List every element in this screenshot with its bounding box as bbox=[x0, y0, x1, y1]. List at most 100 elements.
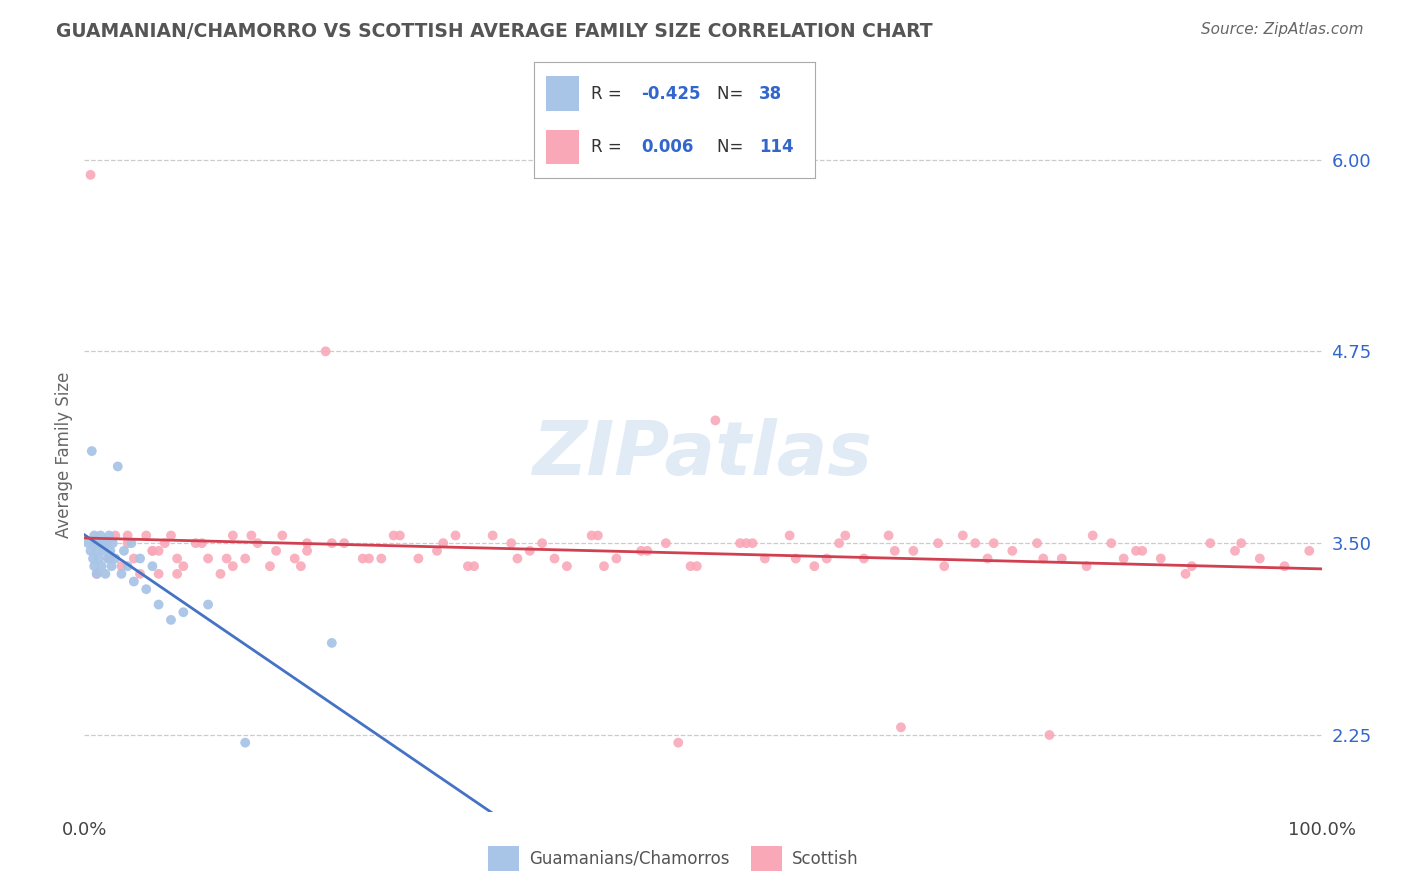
Point bbox=[408, 551, 430, 566]
Point bbox=[754, 551, 776, 566]
Point bbox=[209, 566, 232, 581]
Point bbox=[426, 544, 449, 558]
Point bbox=[333, 536, 356, 550]
Point bbox=[834, 528, 856, 542]
Point bbox=[704, 413, 727, 427]
Point bbox=[233, 736, 256, 750]
Point bbox=[77, 536, 100, 550]
Point bbox=[166, 566, 188, 581]
Y-axis label: Average Family Size: Average Family Size bbox=[55, 372, 73, 538]
Point bbox=[222, 528, 245, 542]
Text: 114: 114 bbox=[759, 138, 794, 156]
Point bbox=[104, 528, 127, 542]
Point bbox=[98, 528, 121, 542]
Point bbox=[815, 551, 838, 566]
Point bbox=[284, 551, 307, 566]
Text: R =: R = bbox=[591, 138, 627, 156]
Point bbox=[1274, 559, 1296, 574]
Point bbox=[432, 536, 454, 550]
Point bbox=[1026, 536, 1049, 550]
Text: 38: 38 bbox=[759, 85, 782, 103]
Point bbox=[148, 598, 170, 612]
Text: -0.425: -0.425 bbox=[641, 85, 700, 103]
Point bbox=[877, 528, 900, 542]
Point bbox=[290, 559, 312, 574]
Point bbox=[655, 536, 678, 550]
Point bbox=[1298, 544, 1320, 558]
Point bbox=[96, 536, 118, 550]
Point bbox=[1099, 536, 1122, 550]
Point bbox=[605, 551, 627, 566]
Point bbox=[927, 536, 949, 550]
Bar bbox=[546, 129, 579, 164]
Point bbox=[976, 551, 998, 566]
Point bbox=[89, 528, 111, 542]
Point bbox=[86, 566, 108, 581]
Point bbox=[129, 566, 152, 581]
Point bbox=[370, 551, 392, 566]
Point bbox=[122, 551, 145, 566]
Point bbox=[1038, 728, 1060, 742]
Bar bbox=[546, 77, 579, 112]
Text: GUAMANIAN/CHAMORRO VS SCOTTISH AVERAGE FAMILY SIZE CORRELATION CHART: GUAMANIAN/CHAMORRO VS SCOTTISH AVERAGE F… bbox=[56, 22, 932, 41]
Point bbox=[983, 536, 1005, 550]
Point bbox=[98, 551, 121, 566]
Point bbox=[122, 574, 145, 589]
Point bbox=[100, 559, 122, 574]
Point bbox=[197, 598, 219, 612]
Point bbox=[89, 551, 111, 566]
Point bbox=[90, 559, 112, 574]
Point bbox=[86, 544, 108, 558]
Point bbox=[481, 528, 503, 542]
Point bbox=[153, 536, 176, 550]
Point bbox=[129, 551, 152, 566]
Point bbox=[117, 559, 139, 574]
Point bbox=[519, 544, 541, 558]
Point bbox=[117, 528, 139, 542]
Point bbox=[79, 544, 101, 558]
Point bbox=[1223, 544, 1246, 558]
Point bbox=[735, 536, 758, 550]
Point bbox=[94, 566, 117, 581]
Point bbox=[79, 168, 101, 182]
Bar bbox=[488, 847, 519, 871]
Point bbox=[135, 528, 157, 542]
Point bbox=[110, 566, 132, 581]
Point bbox=[1050, 551, 1073, 566]
Point bbox=[91, 536, 114, 550]
Point bbox=[501, 536, 523, 550]
Text: ZIPatlas: ZIPatlas bbox=[533, 418, 873, 491]
Point bbox=[160, 528, 183, 542]
Point bbox=[135, 582, 157, 597]
Point bbox=[890, 720, 912, 734]
Point bbox=[80, 444, 103, 458]
Point bbox=[636, 544, 658, 558]
Text: 0.006: 0.006 bbox=[641, 138, 693, 156]
Text: Source: ZipAtlas.com: Source: ZipAtlas.com bbox=[1201, 22, 1364, 37]
Point bbox=[1199, 536, 1222, 550]
Point bbox=[259, 559, 281, 574]
Point bbox=[141, 544, 163, 558]
Point bbox=[1174, 566, 1197, 581]
Point bbox=[148, 544, 170, 558]
Point bbox=[215, 551, 238, 566]
Point bbox=[779, 528, 801, 542]
Text: N=: N= bbox=[717, 85, 748, 103]
Point bbox=[117, 536, 139, 550]
Point bbox=[222, 559, 245, 574]
Point bbox=[1130, 544, 1153, 558]
Point bbox=[110, 559, 132, 574]
Point bbox=[803, 559, 825, 574]
Point bbox=[172, 605, 194, 619]
Point bbox=[240, 528, 263, 542]
Point bbox=[321, 636, 343, 650]
Point bbox=[233, 551, 256, 566]
Point bbox=[166, 551, 188, 566]
Point bbox=[1230, 536, 1253, 550]
Point bbox=[98, 544, 121, 558]
Text: R =: R = bbox=[591, 85, 627, 103]
Point bbox=[666, 736, 689, 750]
Point bbox=[104, 551, 127, 566]
Point bbox=[107, 459, 129, 474]
Point bbox=[903, 544, 925, 558]
